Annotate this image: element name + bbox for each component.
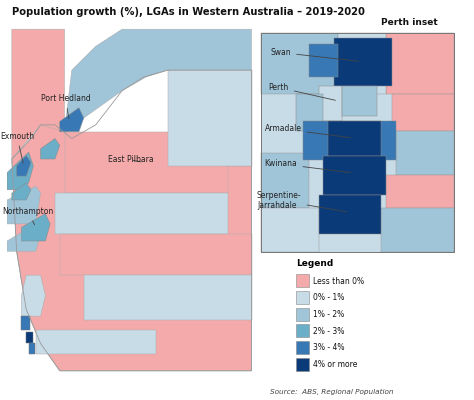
Polygon shape	[338, 33, 386, 94]
Polygon shape	[381, 208, 454, 252]
Polygon shape	[21, 214, 50, 241]
Polygon shape	[319, 195, 381, 234]
Polygon shape	[64, 132, 228, 193]
Text: Swan: Swan	[271, 48, 358, 61]
Text: Northampton: Northampton	[2, 207, 54, 225]
Text: Perth inset: Perth inset	[381, 18, 438, 27]
Text: Perth: Perth	[269, 83, 336, 100]
Polygon shape	[386, 175, 454, 208]
Polygon shape	[12, 183, 31, 200]
Text: Port Hedland: Port Hedland	[41, 94, 91, 119]
Polygon shape	[261, 153, 309, 208]
Polygon shape	[84, 275, 252, 320]
Text: Armadale: Armadale	[264, 124, 351, 138]
Polygon shape	[55, 193, 228, 234]
Text: Exmouth: Exmouth	[0, 132, 34, 163]
Text: Serpentine-
Jarrahdale: Serpentine- Jarrahdale	[257, 190, 347, 212]
Polygon shape	[64, 29, 252, 132]
Polygon shape	[334, 38, 392, 86]
Polygon shape	[261, 33, 338, 94]
Polygon shape	[7, 224, 41, 251]
Text: Less than 0%: Less than 0%	[313, 276, 364, 286]
Text: 0% - 1%: 0% - 1%	[313, 293, 344, 302]
Polygon shape	[28, 344, 35, 354]
Polygon shape	[296, 324, 309, 338]
Polygon shape	[319, 86, 342, 120]
Polygon shape	[296, 358, 309, 371]
Text: Population growth (%), LGAs in Western Australia – 2019-2020: Population growth (%), LGAs in Western A…	[12, 7, 365, 17]
Polygon shape	[60, 108, 84, 132]
Polygon shape	[323, 156, 386, 195]
Polygon shape	[21, 316, 30, 330]
Polygon shape	[7, 152, 33, 190]
Text: East Pilbara: East Pilbara	[108, 156, 153, 164]
Text: 2% - 3%: 2% - 3%	[313, 326, 344, 336]
Polygon shape	[261, 208, 319, 252]
Text: Kwinana: Kwinana	[264, 160, 351, 173]
Polygon shape	[342, 86, 377, 116]
Text: 3% - 4%: 3% - 4%	[313, 343, 345, 352]
Polygon shape	[12, 125, 252, 371]
Polygon shape	[296, 274, 309, 287]
Polygon shape	[303, 120, 396, 160]
Polygon shape	[41, 138, 60, 159]
Polygon shape	[296, 94, 323, 132]
Polygon shape	[261, 33, 454, 252]
Polygon shape	[296, 291, 309, 304]
Polygon shape	[328, 120, 381, 156]
Polygon shape	[36, 330, 155, 354]
Polygon shape	[26, 332, 33, 344]
Polygon shape	[60, 234, 252, 275]
Polygon shape	[17, 156, 31, 176]
Polygon shape	[392, 94, 454, 132]
Text: 4% or more: 4% or more	[313, 360, 357, 369]
Polygon shape	[309, 44, 338, 77]
Polygon shape	[7, 186, 41, 224]
Polygon shape	[396, 132, 454, 175]
Polygon shape	[296, 308, 309, 321]
Text: Legend: Legend	[296, 258, 333, 268]
Polygon shape	[12, 29, 64, 159]
Polygon shape	[296, 341, 309, 354]
Polygon shape	[168, 70, 252, 166]
Polygon shape	[21, 275, 46, 316]
Text: Source:  ABS, Regional Population: Source: ABS, Regional Population	[270, 388, 393, 395]
Text: 1% - 2%: 1% - 2%	[313, 310, 344, 319]
Polygon shape	[386, 33, 454, 94]
